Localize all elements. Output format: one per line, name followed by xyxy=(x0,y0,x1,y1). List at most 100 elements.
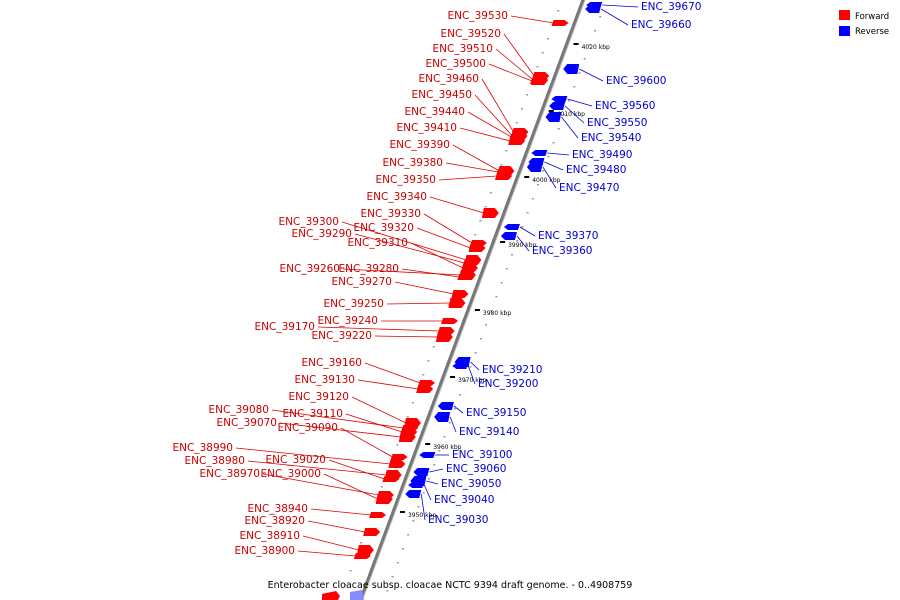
gene-label: ENC_39240 xyxy=(318,315,378,327)
tick-mark xyxy=(548,110,554,112)
leader-line xyxy=(516,235,530,252)
forward-gene-enc-38990 xyxy=(388,460,406,468)
leader-line xyxy=(297,550,356,557)
leader-line xyxy=(445,162,499,173)
forward-gene-enc-39340 xyxy=(481,208,499,218)
feature-dot xyxy=(453,408,456,410)
leader-line xyxy=(262,473,379,496)
leader-line xyxy=(495,48,534,81)
reverse-gene-enc-39470 xyxy=(526,162,543,172)
feature-dot xyxy=(568,100,571,102)
feature-dot xyxy=(599,16,602,18)
feature-dot xyxy=(583,58,586,60)
feature-dot xyxy=(573,86,576,88)
feature-dot xyxy=(542,170,545,172)
leader-line xyxy=(452,144,500,172)
forward-gene-enc-39000 xyxy=(375,494,393,504)
gene-label: ENC_39150 xyxy=(466,407,526,419)
leader-line-layer xyxy=(235,4,639,557)
forward-gene-enc-39410 xyxy=(508,137,526,145)
leader-line xyxy=(247,460,387,476)
forward-gene-enc-39240 xyxy=(441,318,459,324)
leader-line xyxy=(438,175,498,181)
leader-line xyxy=(374,335,438,338)
leader-line xyxy=(453,405,464,414)
gene-label: ENC_39330 xyxy=(361,208,421,220)
tick-label: 4000 kbp xyxy=(532,177,560,184)
forward-gene-enc-39070 xyxy=(398,432,416,442)
gene-label: ENC_39060 xyxy=(446,463,506,475)
forward-gene-enc-39250 xyxy=(448,298,466,308)
leader-line xyxy=(459,127,511,142)
genome-caption: Enterobacter cloacae subsp. cloacae NCTC… xyxy=(268,580,633,591)
feature-dot xyxy=(505,268,508,270)
gene-label: ENC_39490 xyxy=(572,149,632,161)
feature-dot xyxy=(526,94,529,96)
leader-line xyxy=(467,365,476,385)
tick-mark xyxy=(450,376,456,378)
gene-label: ENC_39480 xyxy=(566,164,626,176)
leader-line xyxy=(429,196,484,214)
forward-gene-enc-39090 xyxy=(390,454,408,460)
reverse-gene-enc-39060 xyxy=(413,468,430,476)
forward-gene-enc-39220 xyxy=(435,332,453,342)
feature-dot xyxy=(433,464,436,466)
gene-label: ENC_39100 xyxy=(452,449,512,461)
feature-dot xyxy=(479,220,482,222)
feature-dot xyxy=(474,234,477,236)
forward-gene-enc-39350 xyxy=(495,172,513,180)
feature-dot xyxy=(485,324,488,326)
feature-dot xyxy=(562,114,565,116)
feature-dot xyxy=(359,542,362,544)
gene-label: ENC_39160 xyxy=(302,357,362,369)
gene-label: ENC_39510 xyxy=(433,43,493,55)
forward-gene-enc-39270 xyxy=(451,290,469,298)
leader-line xyxy=(579,68,604,82)
leader-line xyxy=(429,468,444,473)
leader-line xyxy=(600,8,629,26)
reverse-gene-enc-39140 xyxy=(434,412,451,422)
feature-dot xyxy=(521,226,524,228)
leader-line xyxy=(420,493,426,521)
leader-line xyxy=(503,33,535,77)
feature-dot xyxy=(427,360,430,362)
gene-label: ENC_39410 xyxy=(397,122,457,134)
reverse-gene-enc-39030 xyxy=(405,490,422,498)
gene-label: ENC_39080 xyxy=(209,404,269,416)
gene-label: ENC_39290 xyxy=(292,228,352,240)
genome-axis-line xyxy=(358,0,585,600)
leader-line xyxy=(279,422,401,438)
gene-label: ENC_39270 xyxy=(332,276,392,288)
leader-line xyxy=(354,233,465,264)
feature-dot xyxy=(412,520,415,522)
feature-dot xyxy=(396,444,399,446)
reverse-gene-enc-39560 xyxy=(551,96,568,102)
gene-label: ENC_38920 xyxy=(245,515,305,527)
tick-label: 4010 kbp xyxy=(557,111,585,118)
legend: Forward Reverse xyxy=(839,10,889,37)
gene-label: ENC_38910 xyxy=(240,530,300,542)
feature-dot xyxy=(526,212,529,214)
leader-line xyxy=(449,416,457,433)
gene-label: ENC_39140 xyxy=(459,426,519,438)
feature-dot xyxy=(547,156,550,158)
reverse-gene-enc-39370 xyxy=(503,224,520,230)
leader-line xyxy=(351,396,407,424)
reverse-gene-enc-39360 xyxy=(500,232,517,240)
gene-label: ENC_39660 xyxy=(631,19,691,31)
feature-dot xyxy=(495,296,498,298)
gene-label: ENC_38940 xyxy=(248,503,308,515)
reverse-gene-enc-39040 xyxy=(408,482,425,488)
leader-line xyxy=(364,362,421,384)
tick-mark xyxy=(500,241,506,243)
gene-label: ENC_39050 xyxy=(441,478,501,490)
gene-label: ENC_39450 xyxy=(412,89,472,101)
feature-dot xyxy=(515,122,518,124)
gene-label: ENC_39110 xyxy=(283,408,343,420)
gene-label: ENC_39390 xyxy=(390,139,450,151)
forward-gene-enc-39500 xyxy=(530,78,548,84)
legend-reverse-swatch xyxy=(839,26,850,36)
gene-label: ENC_39170 xyxy=(255,321,315,333)
feature-dot xyxy=(459,394,462,396)
leader-line xyxy=(416,227,471,249)
